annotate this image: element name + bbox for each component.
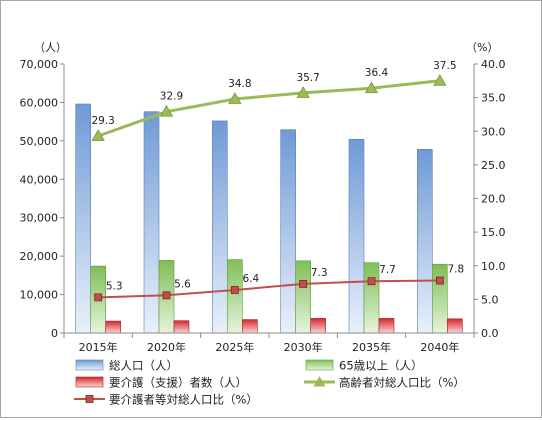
legend-swatch-total-population [75,359,104,371]
elderly-ratio-data-label: 32.9 [160,91,183,103]
right-tick-label: 0.0 [481,327,499,340]
elderly-ratio-data-label: 36.4 [365,67,389,79]
care-ratio-data-label: 5.3 [106,280,123,292]
care-ratio-data-label: 7.3 [311,267,328,279]
elderly-ratio-point [91,129,105,141]
legend-label: 高齢者対総人口比（%） [339,376,465,390]
x-tick-label: 2030年 [284,340,323,354]
care-ratio-point [94,293,103,302]
total-population-bar [416,149,433,334]
x-tick-label: 2035年 [352,340,391,354]
left-tick-label: 40,000 [20,173,59,186]
right-tick-label: 30.0 [481,125,506,138]
elderly-population-bar [431,263,448,334]
total-population-bar [280,129,297,334]
care-ratio-point [435,276,444,285]
total-population-bar [143,111,160,334]
legend-label: 要介護（支援）者数（人） [109,376,247,390]
elderly-ratio-point [159,104,174,117]
care-ratio-point [162,291,171,300]
legend-marker-triangle-icon [313,376,326,387]
right-tick-label: 20.0 [481,193,506,206]
left-tick-label: 30,000 [20,212,59,225]
elderly-ratio-data-label: 34.8 [228,78,251,90]
total-population-bar [348,139,365,334]
x-tick-label: 2025年 [215,340,254,354]
elderly-ratio-point [296,86,310,98]
elderly-ratio-data-label: 35.7 [296,72,319,84]
care-ratio-data-label: 7.8 [447,264,464,276]
elderly-population-bar [363,262,380,334]
x-tick-label: 2020年 [147,340,186,354]
care-ratio-data-label: 6.4 [242,273,259,285]
right-tick-label: 40.0 [481,58,506,71]
right-tick-label: 10.0 [481,260,506,273]
left-tick-label: 60,000 [20,96,59,109]
care-recipients-bar [105,320,121,334]
care-recipients-bar [242,319,258,334]
elderly-ratio-line [97,79,440,138]
right-tick-label: 35.0 [481,92,506,105]
left-tick-label: 10,000 [20,289,59,302]
left-tick-label: 50,000 [20,135,59,148]
care-recipients-bar [173,320,190,334]
left-tick-label: 0 [51,327,58,340]
care-recipients-bar [310,318,327,334]
legend-swatch-elderly-population [305,359,334,371]
care-ratio-point [367,277,376,286]
care-ratio-line [98,279,440,299]
care-ratio-point [230,286,239,294]
elderly-ratio-point [364,81,379,94]
elderly-ratio-data-label: 37.5 [433,60,456,72]
x-tick-label: 2040年 [420,340,459,354]
right-tick-label: 5.0 [481,293,499,306]
care-ratio-data-label: 5.6 [174,278,191,290]
right-axis-unit: （%） [466,41,498,54]
care-ratio-data-label: 7.7 [379,264,396,276]
elderly-population-bar [295,260,312,334]
total-population-bar [75,103,91,334]
legend-label: 要介護者等対総人口比（%） [109,393,258,407]
legend-label: 65歳以上（人） [339,359,423,373]
left-axis-unit: （人） [34,41,67,54]
left-tick-label: 20,000 [20,250,59,263]
elderly-ratio-point [228,92,242,104]
elderly-population-bar [227,259,243,334]
legend-label: 総人口（人） [109,359,178,373]
elderly-ratio-data-label: 29.3 [91,115,114,127]
care-ratio-point [299,280,308,288]
legend-marker-square-icon [85,395,94,403]
x-tick-label: 2015年 [79,340,118,354]
right-tick-label: 15.0 [481,226,506,239]
total-population-bar [212,120,228,334]
elderly-ratio-point [433,74,447,86]
legend-swatch-care-recipients [75,376,104,388]
care-recipients-bar [446,318,463,334]
left-tick-label: 70,000 [20,58,59,71]
care-recipients-bar [378,318,395,334]
right-tick-label: 25.0 [481,159,506,172]
